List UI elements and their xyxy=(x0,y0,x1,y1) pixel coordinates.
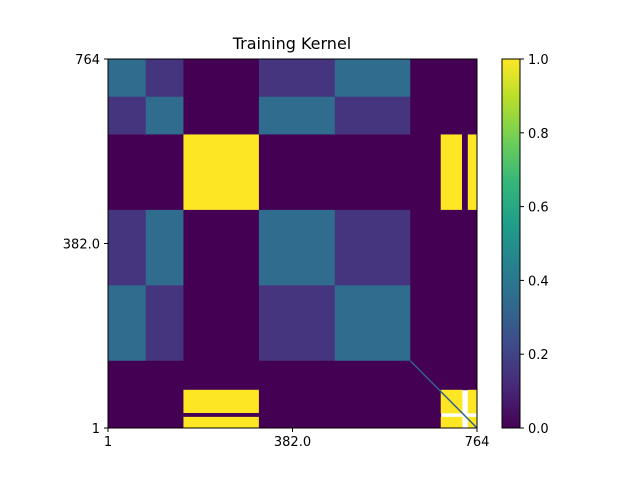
heatmap-plot-area xyxy=(108,59,478,429)
heatmap-cell-16 xyxy=(462,134,469,211)
x-tick-label: 1 xyxy=(104,435,112,450)
heatmap-cell-30 xyxy=(108,360,478,391)
heatmap-cell-17 xyxy=(467,134,478,211)
chart-title: Training Kernel xyxy=(232,34,351,53)
colorbar-tick-label: 1.0 xyxy=(528,53,549,68)
x-tick-label: 382.0 xyxy=(274,435,311,450)
heatmap-cell-19 xyxy=(145,209,184,286)
colorbar-tick-label: 0.6 xyxy=(528,201,549,216)
heatmap-cell-29 xyxy=(410,285,478,362)
heatmap-cell-25 xyxy=(145,285,184,362)
heatmap-cell-38 xyxy=(467,389,478,414)
heatmap-cell-24 xyxy=(108,285,147,362)
colorbar-ticks: 0.0 0.2 0.4 0.6 0.8 1.0 xyxy=(520,53,549,437)
heatmap-cell-35 xyxy=(258,389,442,429)
axis-ticks: 1 382.0 764 764 382.0 1 xyxy=(63,53,490,450)
heatmap-cell-13 xyxy=(183,134,260,211)
heatmap-cell-7 xyxy=(145,96,184,135)
heatmap-cell-28 xyxy=(334,285,411,362)
heatmap-cell-14 xyxy=(258,134,442,211)
heatmap-cell-11 xyxy=(410,96,478,135)
heatmap-cell-20 xyxy=(183,209,260,286)
heatmap-cell-1 xyxy=(145,59,184,98)
heatmap-cell-8 xyxy=(183,96,260,135)
heatmap-cell-34 xyxy=(183,416,260,429)
heatmap-cell-12 xyxy=(108,134,184,211)
y-tick-label: 764 xyxy=(75,53,100,68)
colorbar-tick-label: 0.2 xyxy=(528,348,549,363)
colorbar-tick-label: 0.4 xyxy=(528,274,549,289)
heatmap-cell-5 xyxy=(410,59,478,98)
heatmap-cell-33 xyxy=(183,413,260,418)
heatmap-cell-18 xyxy=(108,209,147,286)
heatmap-cell-21 xyxy=(258,209,336,286)
heatmap-cell-3 xyxy=(258,59,336,98)
colorbar xyxy=(501,58,521,429)
heatmap-cell-10 xyxy=(334,96,411,135)
heatmap-cell-2 xyxy=(183,59,260,98)
y-tick-label: 1 xyxy=(92,422,100,437)
colorbar-tick-label: 0.0 xyxy=(528,422,549,437)
heatmap-cell-37 xyxy=(440,416,463,429)
heatmap-cell-15 xyxy=(440,134,463,211)
heatmap-diagonal xyxy=(409,360,478,429)
heatmap-cell-32 xyxy=(183,389,260,414)
heatmap-cell-6 xyxy=(108,96,147,135)
heatmap-cell-4 xyxy=(334,59,411,98)
heatmap-cell-31 xyxy=(108,389,184,429)
heatmap-cell-27 xyxy=(258,285,336,362)
heatmap-cell-22 xyxy=(334,209,411,286)
heatmap-cell-0 xyxy=(108,59,147,98)
x-tick-label: 764 xyxy=(465,435,490,450)
heatmap-cell-23 xyxy=(410,209,478,286)
colorbar-tick-label: 0.8 xyxy=(528,127,549,142)
heatmap-cell-26 xyxy=(183,285,260,362)
heatmap-cell-9 xyxy=(258,96,336,135)
y-tick-label: 382.0 xyxy=(63,238,100,253)
